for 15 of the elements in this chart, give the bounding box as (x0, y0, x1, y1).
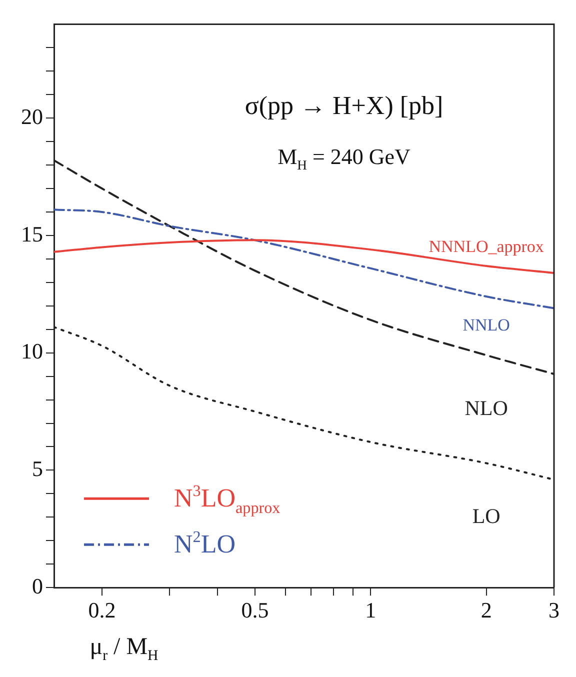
y-tick-label: 10 (21, 338, 43, 364)
annotation: NNNLO_approx (428, 236, 544, 256)
y-tick-label: 15 (21, 221, 43, 246)
annotation: LO (472, 504, 500, 528)
x-tick-label: 1 (365, 598, 376, 623)
x-tick-label: 2 (480, 598, 492, 623)
y-tick-label: 20 (21, 104, 43, 129)
x-tick-label: 0.2 (88, 598, 116, 623)
x-tick-label: 0.5 (241, 598, 269, 623)
y-tick-label: 0 (32, 573, 43, 598)
annotation: NLO (464, 396, 508, 420)
annotation: NNLO (462, 316, 510, 335)
x-tick-label: 3 (548, 598, 560, 623)
text: σ(pp → H+X) [pb] (244, 91, 444, 120)
y-tick-label: 5 (32, 456, 43, 482)
